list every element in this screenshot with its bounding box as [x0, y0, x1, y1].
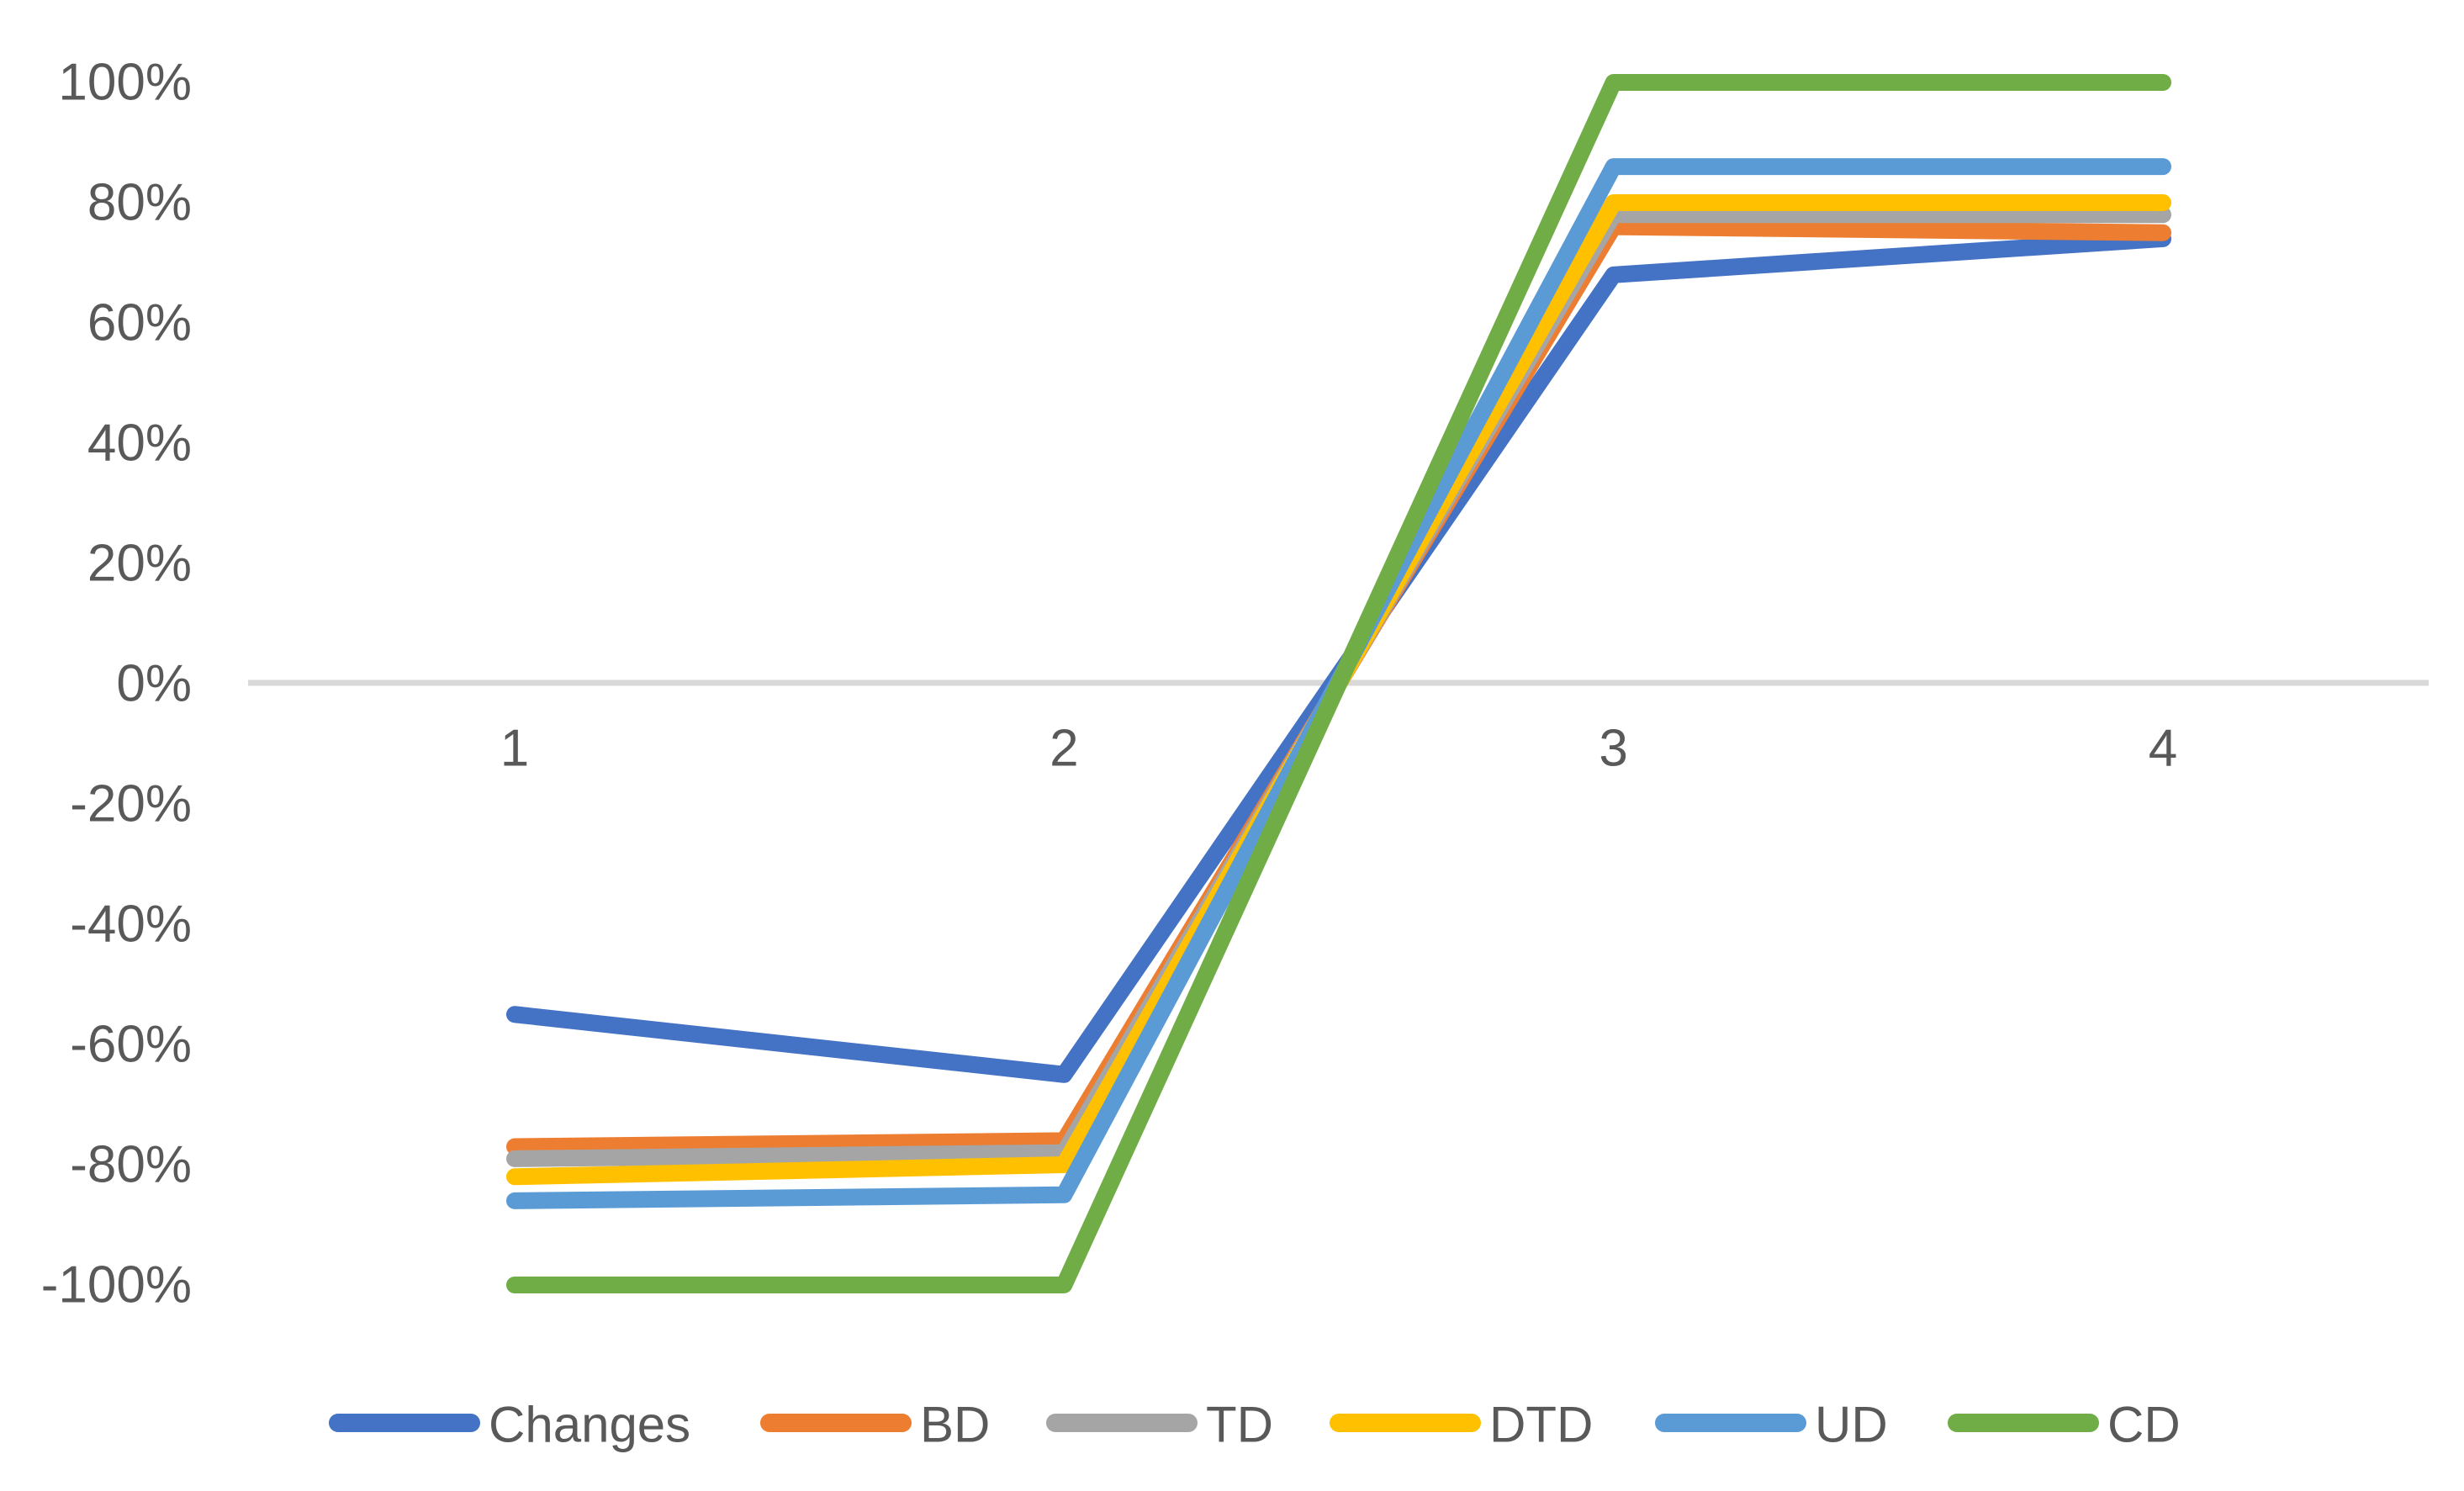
legend-label-ud: UD	[1815, 1397, 1888, 1453]
legend-item-dtd: DTD	[1330, 1397, 1593, 1453]
legend-item-bd: BD	[760, 1397, 990, 1453]
legend-label-changes: Changes	[489, 1397, 690, 1453]
x-tick-label-1: 1	[500, 720, 529, 778]
y-tick-label-60-: 60%	[87, 294, 192, 352]
legend-label-cd: CD	[2107, 1397, 2181, 1453]
chart-legend: Changes BD TD DTD UD CD	[329, 1397, 2181, 1453]
y-tick-label--100-: -100%	[41, 1256, 192, 1314]
legend-label-dtd: DTD	[1489, 1397, 1593, 1453]
x-tick-label-2: 2	[1050, 720, 1078, 778]
legend-item-cd: CD	[1948, 1397, 2181, 1453]
y-tick-label--20-: -20%	[70, 775, 192, 833]
series-lines	[506, 74, 2171, 1293]
x-tick-label-4: 4	[2149, 720, 2177, 778]
y-tick-label-20-: 20%	[87, 535, 192, 593]
y-tick-label-80-: 80%	[87, 174, 192, 232]
legend-label-bd: BD	[920, 1397, 990, 1453]
series-line-cd	[506, 74, 2171, 1293]
y-tick-label-100-: 100%	[58, 54, 192, 112]
legend-item-td: TD	[1046, 1397, 1273, 1453]
legend-item-ud: UD	[1655, 1397, 1888, 1453]
series-line-changes	[506, 230, 2171, 1083]
y-tick-label-0-: 0%	[116, 655, 192, 713]
x-tick-label-3: 3	[1599, 720, 1627, 778]
y-axis-tick-labels: 100% 80% 60% 40% 20% 0% -20% -40% -60% -80% -100%	[41, 54, 192, 1314]
y-tick-label--40-: -40%	[70, 896, 192, 954]
legend-label-td: TD	[1206, 1397, 1273, 1453]
y-tick-label--60-: -60%	[70, 1016, 192, 1074]
x-axis-tick-labels: 1 2 3 4	[500, 720, 2177, 778]
legend-item-changes: Changes	[329, 1397, 690, 1453]
y-tick-label--80-: -80%	[70, 1136, 192, 1194]
y-tick-label-40-: 40%	[87, 415, 192, 473]
